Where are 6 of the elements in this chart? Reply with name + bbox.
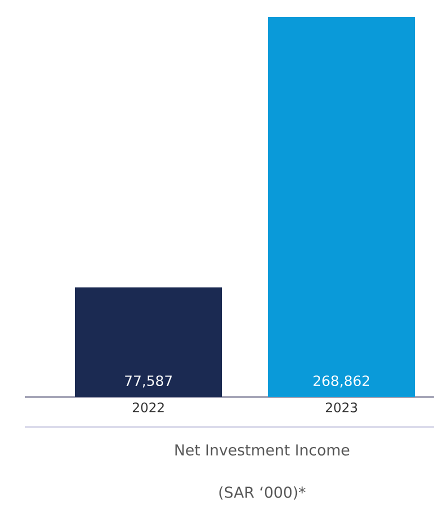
x-tick-label: 2023 [326, 402, 358, 412]
x-axis-title: Net Investment Income [175, 444, 350, 456]
data-label: 77,587 [125, 375, 172, 388]
x-tick-label: 2022 [132, 402, 164, 412]
text: (SAR ‘000)* [219, 486, 306, 500]
data-label: 268,862 [314, 375, 370, 388]
